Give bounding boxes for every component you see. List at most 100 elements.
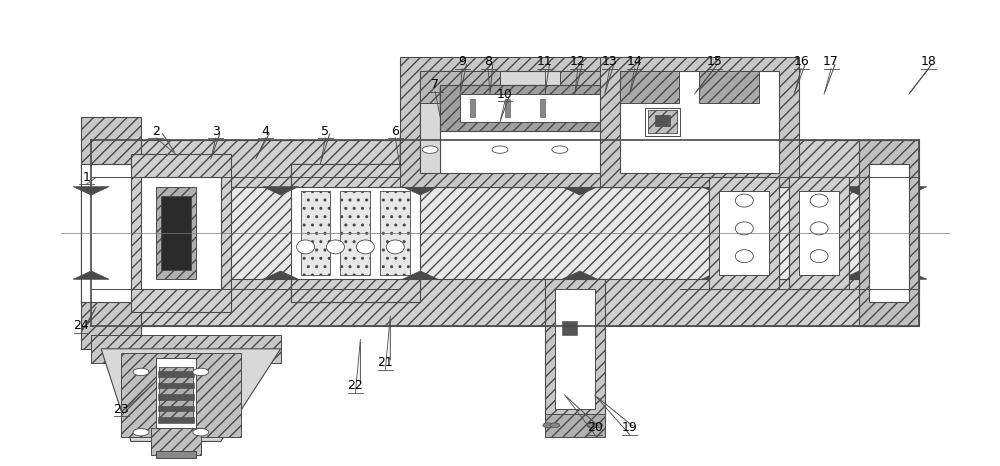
Circle shape xyxy=(193,368,209,376)
Bar xyxy=(291,279,420,302)
Bar xyxy=(158,383,194,388)
Bar xyxy=(301,192,330,274)
Bar xyxy=(158,418,194,423)
Text: 10: 10 xyxy=(497,88,513,101)
Bar xyxy=(709,178,779,288)
Bar xyxy=(91,140,909,187)
Ellipse shape xyxy=(735,250,753,263)
Bar xyxy=(420,71,500,103)
Ellipse shape xyxy=(810,194,828,207)
Bar xyxy=(81,178,919,288)
Bar xyxy=(545,414,605,437)
Circle shape xyxy=(193,428,209,436)
Bar xyxy=(141,178,221,288)
Bar xyxy=(158,394,194,400)
Circle shape xyxy=(133,428,149,436)
Bar xyxy=(440,85,620,131)
Bar xyxy=(655,115,670,126)
Polygon shape xyxy=(841,271,877,279)
Ellipse shape xyxy=(386,240,404,254)
Bar xyxy=(156,451,196,458)
Text: 19: 19 xyxy=(622,421,638,434)
Bar xyxy=(719,192,769,274)
Circle shape xyxy=(587,423,597,427)
Polygon shape xyxy=(402,187,438,195)
Polygon shape xyxy=(402,271,438,279)
Ellipse shape xyxy=(297,240,315,254)
Ellipse shape xyxy=(356,240,374,254)
Bar xyxy=(340,192,370,274)
Bar xyxy=(869,164,909,302)
Text: 5: 5 xyxy=(321,124,329,137)
Text: 18: 18 xyxy=(921,55,937,68)
Polygon shape xyxy=(420,71,640,173)
Bar xyxy=(81,164,141,302)
Polygon shape xyxy=(841,187,877,195)
Text: 9: 9 xyxy=(458,55,466,68)
Circle shape xyxy=(622,146,638,153)
Polygon shape xyxy=(101,349,281,441)
Bar xyxy=(159,367,193,418)
Bar xyxy=(699,71,759,103)
Ellipse shape xyxy=(810,250,828,263)
Bar xyxy=(121,353,241,437)
Ellipse shape xyxy=(735,222,753,235)
Circle shape xyxy=(550,423,560,427)
Ellipse shape xyxy=(326,240,344,254)
Text: 15: 15 xyxy=(706,55,722,68)
Text: 6: 6 xyxy=(391,124,399,137)
Bar xyxy=(158,406,194,411)
Text: 23: 23 xyxy=(113,403,129,416)
Text: 24: 24 xyxy=(73,319,89,332)
Bar xyxy=(560,71,640,103)
Bar xyxy=(380,192,410,274)
Ellipse shape xyxy=(735,194,753,207)
Bar xyxy=(505,99,510,117)
Polygon shape xyxy=(263,271,299,279)
Polygon shape xyxy=(562,271,598,279)
Bar xyxy=(81,117,141,349)
Polygon shape xyxy=(562,187,598,195)
Bar xyxy=(555,288,595,409)
Text: 16: 16 xyxy=(793,55,809,68)
Bar xyxy=(400,57,680,187)
Polygon shape xyxy=(891,271,927,279)
Polygon shape xyxy=(701,271,737,279)
Text: 8: 8 xyxy=(484,55,492,68)
Bar xyxy=(789,178,849,288)
Bar xyxy=(859,140,919,326)
Bar xyxy=(91,279,909,326)
Bar xyxy=(158,371,194,377)
Bar xyxy=(291,164,420,302)
Text: 1: 1 xyxy=(82,171,90,184)
Text: 12: 12 xyxy=(570,55,586,68)
Bar xyxy=(645,108,680,136)
Bar xyxy=(161,196,191,270)
Text: 17: 17 xyxy=(823,55,839,68)
Text: 11: 11 xyxy=(537,55,553,68)
Polygon shape xyxy=(73,187,109,195)
Text: 4: 4 xyxy=(262,124,270,137)
Text: 21: 21 xyxy=(377,356,393,369)
Text: 2: 2 xyxy=(152,124,160,137)
Bar xyxy=(420,71,660,173)
Circle shape xyxy=(422,146,438,153)
Bar xyxy=(600,57,799,187)
Bar xyxy=(156,358,196,427)
Bar xyxy=(470,99,475,117)
Ellipse shape xyxy=(810,222,828,235)
Polygon shape xyxy=(891,187,927,195)
Polygon shape xyxy=(73,271,109,279)
Bar xyxy=(156,187,196,279)
Bar xyxy=(545,279,605,418)
Bar xyxy=(799,192,839,274)
Polygon shape xyxy=(263,187,299,195)
Bar xyxy=(151,427,201,455)
Bar xyxy=(91,335,281,363)
Polygon shape xyxy=(701,187,737,195)
Text: 20: 20 xyxy=(587,421,603,434)
Text: 3: 3 xyxy=(212,124,220,137)
Circle shape xyxy=(133,368,149,376)
Bar xyxy=(540,99,545,117)
Bar xyxy=(648,110,677,133)
